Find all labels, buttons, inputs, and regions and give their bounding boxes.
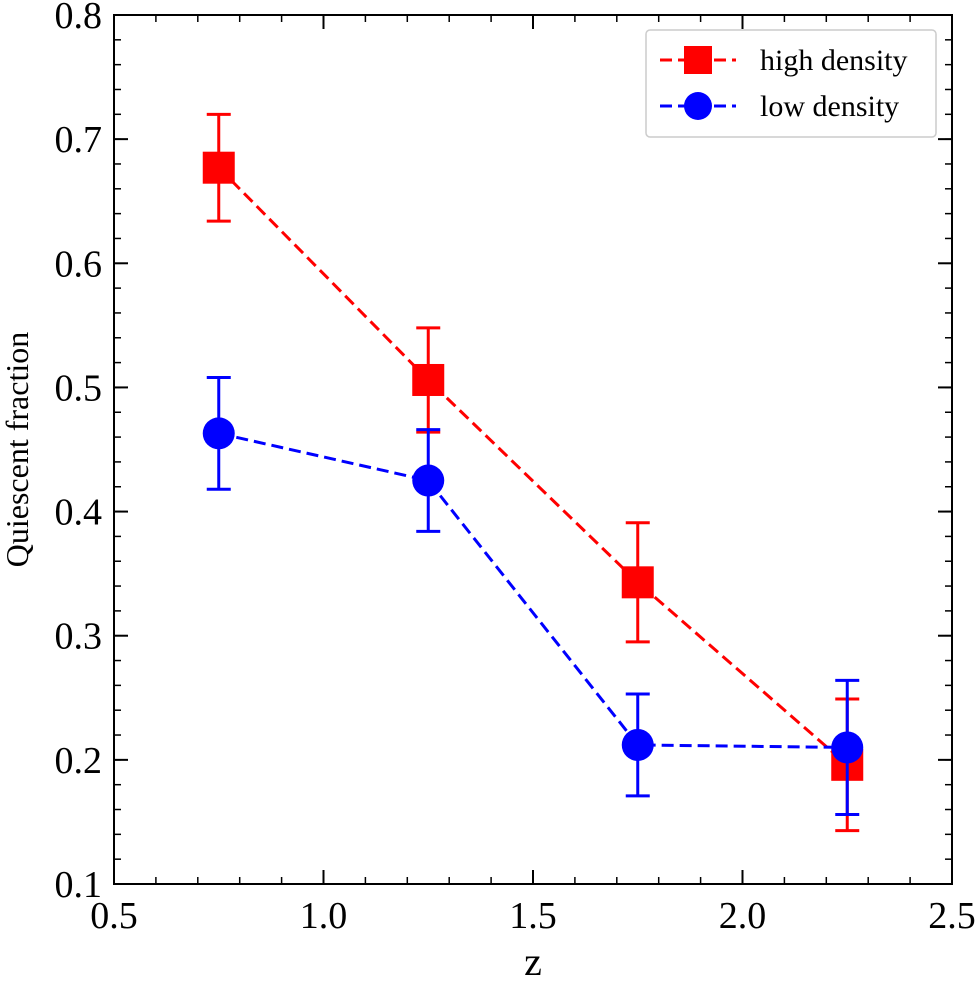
data-point	[621, 728, 654, 761]
y-tick-label: 0.6	[55, 243, 103, 285]
y-tick-label: 0.4	[55, 492, 103, 534]
y-tick-label: 0.3	[55, 616, 103, 658]
major-ticks	[113, 14, 953, 885]
legend-label: low density	[760, 90, 899, 123]
data-point	[412, 363, 445, 396]
y-tick-label: 0.2	[55, 740, 103, 782]
data-point	[621, 566, 654, 599]
series-low-density	[202, 375, 864, 816]
y-tick-label: 0.5	[55, 367, 103, 409]
y-tick-label: 0.7	[55, 119, 103, 161]
series-line	[217, 166, 849, 766]
series-layer	[202, 112, 864, 833]
legend: high density low density	[645, 29, 937, 138]
legend-marker	[684, 92, 712, 120]
x-tick-label: 1.5	[509, 895, 557, 937]
tick-labels: 0.5 1.0 1.5 2.0 2.5 0.1 0.2 0.3 0.4 0.5 0.6 0.7 0.8	[55, 0, 976, 937]
y-tick-label: 0.8	[55, 0, 103, 37]
x-tick-label: 0.5	[90, 895, 138, 937]
y-axis-label: Quiescent fraction	[0, 332, 35, 567]
series-high-density	[202, 112, 864, 833]
plot-frame	[113, 14, 953, 885]
legend-label: high density	[760, 44, 908, 77]
legend-marker	[684, 46, 712, 74]
data-point	[412, 464, 445, 497]
legend-box	[645, 29, 937, 138]
x-tick-label: 2.5	[928, 895, 976, 937]
minor-ticks	[113, 14, 953, 885]
y-tick-label: 0.1	[55, 864, 103, 906]
x-axis-label: z	[524, 939, 542, 982]
data-point	[831, 731, 864, 764]
x-tick-label: 1.0	[300, 895, 348, 937]
x-tick-label: 2.0	[719, 895, 767, 937]
series-line	[218, 431, 848, 749]
data-point	[202, 151, 235, 184]
data-point	[202, 417, 235, 450]
